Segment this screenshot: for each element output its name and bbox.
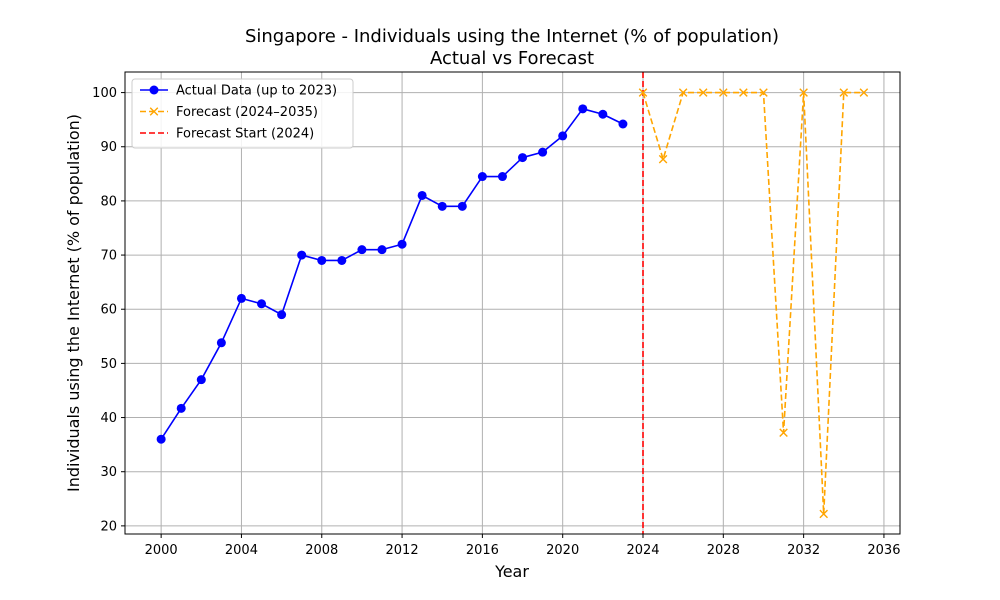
actual-data-point — [558, 131, 568, 141]
legend-actual-data-label: Actual Data (up to 2023) — [176, 84, 337, 99]
chart-subtitle: Actual vs Forecast — [430, 48, 594, 69]
legend-actual-data-marker — [149, 85, 159, 95]
y-tick-label: 30 — [100, 465, 117, 480]
chart-title: Singapore - Individuals using the Intern… — [245, 26, 779, 47]
forecast-point — [859, 88, 869, 97]
x-tick-label: 2016 — [466, 543, 499, 558]
actual-data-point — [598, 109, 608, 119]
y-tick-label: 80 — [100, 194, 117, 209]
y-tick-label: 40 — [100, 411, 117, 426]
actual-data-point — [578, 104, 588, 114]
actual-data-point — [518, 153, 528, 163]
forecast-point — [759, 88, 768, 97]
actual-data-point — [196, 375, 206, 385]
actual-data-point — [457, 201, 467, 211]
x-tick-label: 2020 — [546, 543, 579, 558]
actual-data-point — [437, 201, 447, 211]
series-layer — [156, 88, 869, 519]
legend-box — [131, 78, 354, 149]
x-axis-ticks: 2000 2004 2008 2012 2016 2020 2024 2028 2032 2036 — [145, 534, 900, 558]
actual-data-point — [277, 310, 287, 320]
y-tick-label: 70 — [100, 249, 117, 264]
x-tick-label: 2032 — [787, 543, 820, 558]
forecast-point — [658, 154, 668, 164]
legend: Actual Data (up to 2023) Forecast (2024–2… — [131, 78, 354, 149]
x-axis-label: Year — [494, 562, 529, 581]
forecast-point — [799, 88, 808, 97]
y-axis-label: Individuals using the Internet (% of pop… — [64, 114, 83, 492]
forecast-point — [819, 509, 828, 519]
forecast-point — [739, 88, 748, 97]
actual-data-point — [297, 250, 307, 260]
forecast-line — [642, 91, 864, 515]
y-axis-ticks: 20 30 40 50 60 70 80 90 100 — [92, 86, 125, 534]
x-tick-label: 2024 — [626, 543, 659, 558]
actual-data-point — [417, 190, 427, 200]
actual-data-point — [176, 403, 186, 413]
y-tick-label: 50 — [100, 357, 117, 372]
actual-data-point — [257, 299, 267, 309]
actual-data-point — [357, 245, 367, 255]
actual-data-point — [337, 255, 347, 265]
y-tick-label: 20 — [100, 519, 117, 534]
y-tick-label: 90 — [100, 140, 117, 155]
grid — [125, 72, 900, 534]
x-tick-label: 2028 — [707, 543, 740, 558]
actual-data-point — [538, 147, 548, 157]
actual-data-point — [497, 172, 507, 182]
legend-forecast-label: Forecast (2024–2035) — [176, 105, 318, 120]
legend-forecast-marker — [149, 107, 159, 116]
y-tick-label: 60 — [100, 303, 117, 318]
actual-data-point — [397, 239, 407, 249]
forecast-point — [719, 88, 728, 97]
forecast-point — [638, 88, 648, 97]
x-tick-label: 2000 — [145, 543, 178, 558]
x-tick-label: 2036 — [867, 543, 900, 558]
actual-data-point — [216, 338, 226, 348]
actual-data-point — [156, 434, 166, 444]
forecast-point — [678, 88, 688, 97]
actual-data-point — [317, 255, 327, 265]
forecast-point — [698, 88, 708, 97]
x-tick-label: 2008 — [305, 543, 338, 558]
x-tick-label: 2012 — [386, 543, 419, 558]
x-tick-label: 2004 — [225, 543, 258, 558]
actual-data-point — [618, 119, 628, 129]
plot-area-frame — [124, 71, 901, 535]
actual-data-point — [236, 293, 246, 303]
y-tick-label: 100 — [92, 86, 117, 101]
forecast-point — [779, 428, 788, 438]
actual-data-point — [377, 245, 387, 255]
actual-data-point — [477, 172, 487, 182]
legend-forecast-start-label: Forecast Start (2024) — [176, 127, 314, 142]
forecast-point — [839, 88, 849, 97]
